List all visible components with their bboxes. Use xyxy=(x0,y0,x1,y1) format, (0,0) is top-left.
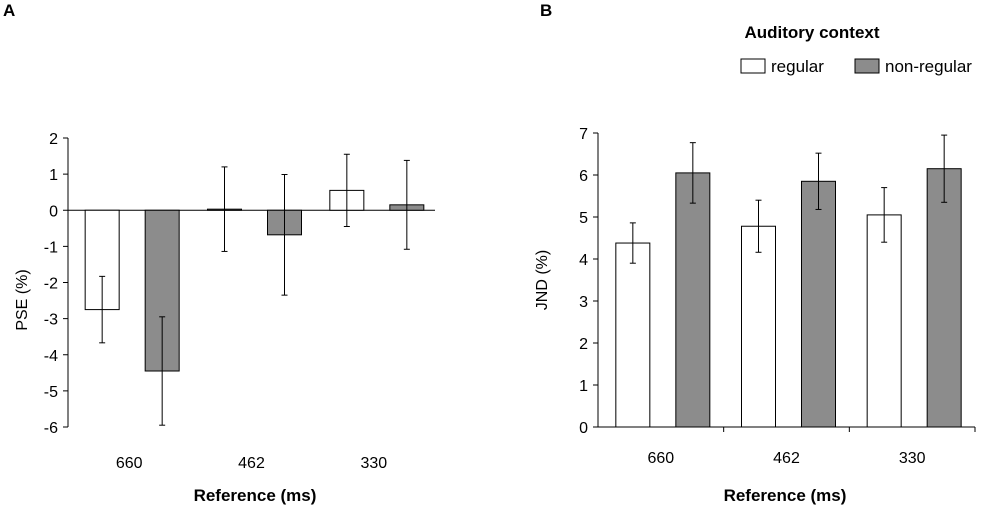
y-tick-label: -4 xyxy=(44,348,58,365)
bar-regular xyxy=(741,225,776,428)
y-tick-label: -2 xyxy=(44,276,58,293)
y-tick-label: 2 xyxy=(49,131,58,148)
bar-non-regular xyxy=(801,180,836,428)
x-tick-label: 330 xyxy=(360,455,387,472)
panel-a-xlabel: Reference (ms) xyxy=(194,486,317,505)
legend-title: Auditory context xyxy=(744,23,879,42)
legend-swatch-non-regular xyxy=(854,58,880,74)
x-tick-label: 462 xyxy=(238,455,265,472)
legend-swatch-regular xyxy=(740,58,766,74)
bar-regular xyxy=(866,214,902,428)
x-tick-label: 330 xyxy=(899,450,926,467)
legend-label-regular: regular xyxy=(771,57,824,76)
y-tick-label: 3 xyxy=(579,294,588,311)
y-tick-label: -6 xyxy=(44,420,58,437)
panel-b-plot: 7 6 5 4 3 2 1 0 660 462 330 xyxy=(579,126,976,467)
bar-regular xyxy=(615,242,651,428)
y-tick-label: 1 xyxy=(579,378,588,395)
x-tick-label: 660 xyxy=(116,455,143,472)
y-tick-label: 5 xyxy=(579,210,588,227)
y-tick-label: 0 xyxy=(49,203,58,220)
y-tick-label: 2 xyxy=(579,336,588,353)
panel-b-xlabel: Reference (ms) xyxy=(724,486,847,505)
bar-non-regular xyxy=(926,168,962,428)
y-tick-label: -3 xyxy=(44,312,58,329)
y-tick-label: -5 xyxy=(44,384,58,401)
y-tick-label: -1 xyxy=(44,239,58,256)
x-tick-label: 462 xyxy=(773,450,800,467)
y-tick-label: 7 xyxy=(579,126,588,143)
x-tick-label: 660 xyxy=(647,450,674,467)
y-tick-label: 4 xyxy=(579,252,588,269)
panel-a-label: A xyxy=(3,1,15,20)
legend-label-non-regular: non-regular xyxy=(885,57,972,76)
panel-a-ylabel: PSE (%) xyxy=(14,269,31,330)
y-tick-label: 1 xyxy=(49,167,58,184)
panel-b-ylabel: JND (%) xyxy=(534,250,551,310)
y-tick-label: 0 xyxy=(579,420,588,437)
panel-b-label: B xyxy=(540,1,552,20)
bar-non-regular xyxy=(675,172,711,428)
y-tick-label: 6 xyxy=(579,168,588,185)
panel-a-plot: 2 1 0 -1 -2 -3 -4 -5 -6 660 462 330 xyxy=(44,131,435,472)
